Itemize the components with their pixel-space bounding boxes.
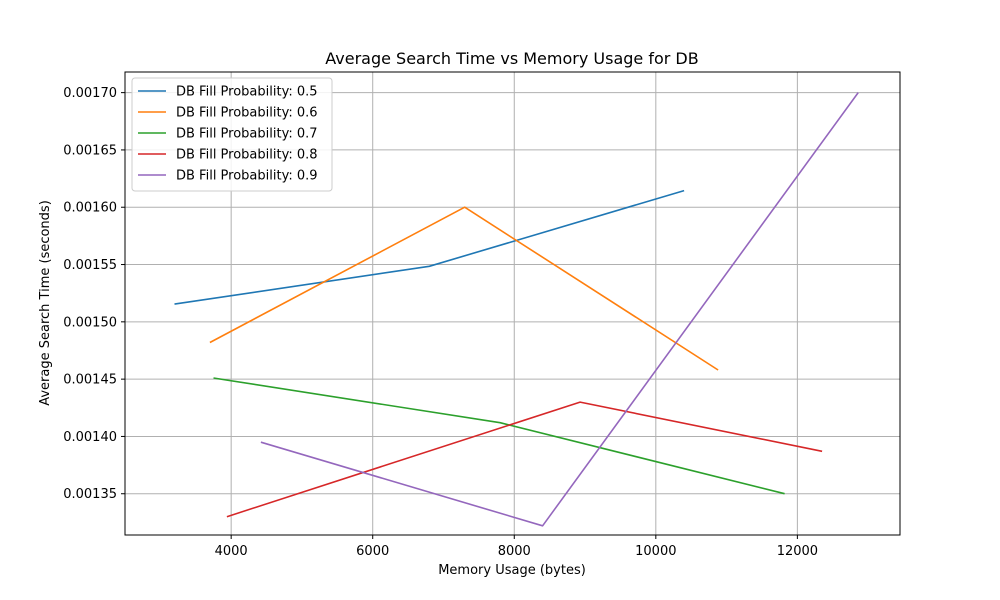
- y-tick-label: 0.00170: [63, 86, 117, 101]
- y-tick-label: 0.00160: [63, 201, 117, 216]
- y-tick-label: 0.00145: [63, 373, 117, 388]
- plot-frame: [124, 71, 901, 536]
- y-tick-label: 0.00155: [63, 258, 117, 273]
- x-tick-label: 4000: [215, 544, 248, 559]
- x-tick-label: 8000: [498, 544, 531, 559]
- legend-label: DB Fill Probability: 0.9: [176, 169, 318, 184]
- x-tick-label: 6000: [356, 544, 389, 559]
- y-axis-label: Average Search Time (seconds): [38, 200, 53, 406]
- series-line-4: [226, 401, 823, 518]
- y-tick-label: 0.00140: [63, 430, 117, 445]
- series-line-3: [213, 377, 785, 495]
- series-line-5: [260, 92, 859, 527]
- series-line-1: [174, 189, 685, 305]
- series-lines: [174, 92, 859, 527]
- y-tick-label: 0.00165: [63, 143, 117, 158]
- grid: [125, 72, 900, 535]
- legend: DB Fill Probability: 0.5 DB Fill Probabil…: [131, 77, 333, 192]
- x-axis-ticks: 4000 6000 8000 10000 12000: [215, 535, 818, 559]
- legend-label: DB Fill Probability: 0.6: [176, 106, 318, 121]
- y-tick-label: 0.00135: [63, 487, 117, 502]
- series-line-2: [209, 206, 719, 371]
- x-tick-label: 12000: [777, 544, 818, 559]
- legend-box: [131, 77, 333, 192]
- y-axis-ticks: 0.00135 0.00140 0.00145 0.00150 0.00155 0.001…: [63, 86, 125, 502]
- y-tick-label: 0.00150: [63, 315, 117, 330]
- legend-label: DB Fill Probability: 0.5: [176, 85, 318, 100]
- legend-label: DB Fill Probability: 0.8: [176, 148, 318, 163]
- chart-title: Average Search Time vs Memory Usage for …: [325, 49, 698, 68]
- legend-label: DB Fill Probability: 0.7: [176, 127, 318, 142]
- x-tick-label: 10000: [635, 544, 676, 559]
- x-axis-label: Memory Usage (bytes): [438, 563, 586, 578]
